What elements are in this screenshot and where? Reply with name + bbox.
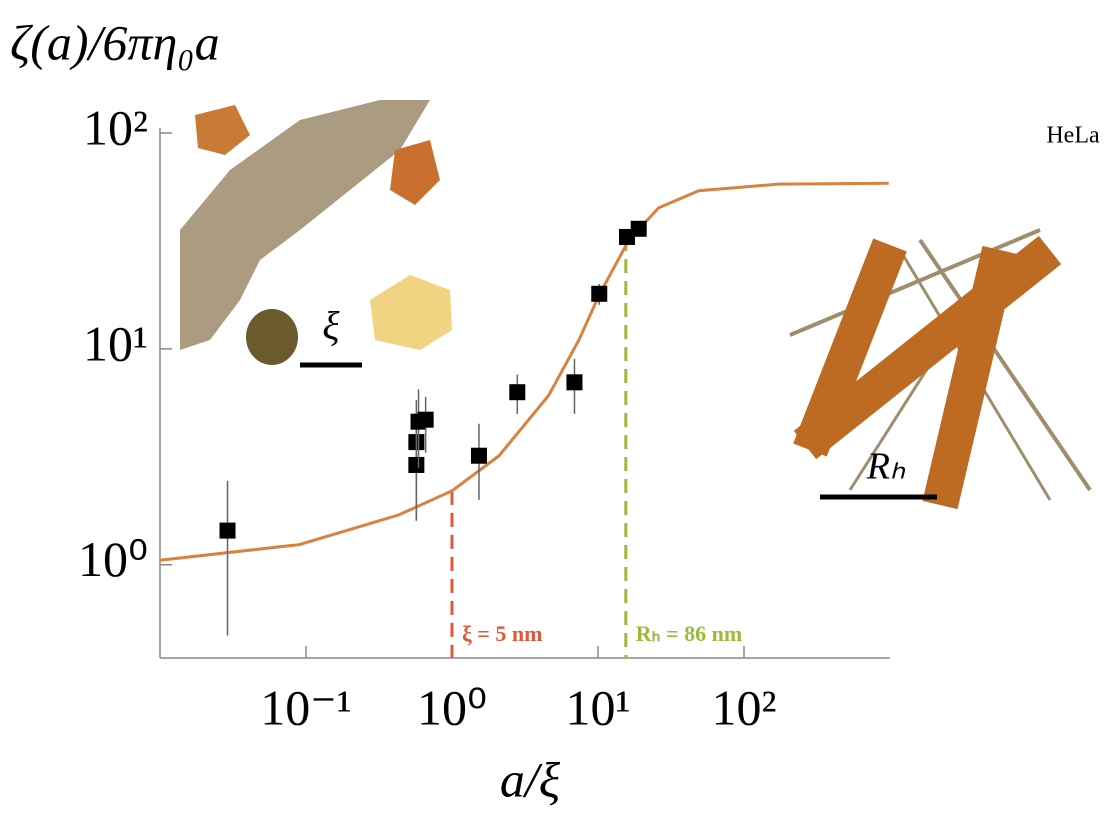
illustration-rods — [790, 230, 1090, 505]
chart: ζ(a)/6πη₀a a/ξ HeLa ξ Rₕ 10⁰ 10¹ 10² 10⁻¹ 10… — [0, 0, 1111, 819]
data-point — [566, 374, 582, 390]
y-tick-label: 10² — [83, 99, 148, 155]
data-point — [471, 448, 487, 464]
data-point — [509, 384, 525, 400]
reference-label: ξ = 5 nm — [462, 621, 542, 646]
data-point — [631, 221, 647, 237]
data-point — [408, 457, 424, 473]
rod-scale-label: Rₕ — [866, 446, 906, 488]
x-tick-label: 10¹ — [566, 679, 631, 735]
x-tick-label: 10⁰ — [417, 679, 487, 735]
mesh-scale-label: ξ — [322, 303, 340, 348]
illustration-mesh — [180, 100, 452, 365]
data-point — [220, 523, 236, 539]
data-point — [591, 286, 607, 302]
y-axis-title: ζ(a)/6πη₀a — [10, 14, 220, 70]
cell-label: HeLa — [1046, 123, 1100, 149]
x-tick-label: 10⁻¹ — [260, 679, 351, 735]
x-axis-title: a/ξ — [500, 751, 561, 807]
y-tick-label: 10¹ — [83, 315, 148, 371]
x-tick-label: 10² — [712, 679, 777, 735]
y-tick-label: 10⁰ — [78, 531, 148, 587]
data-point — [418, 412, 434, 428]
reference-label: Rₕ = 86 nm — [636, 621, 742, 646]
